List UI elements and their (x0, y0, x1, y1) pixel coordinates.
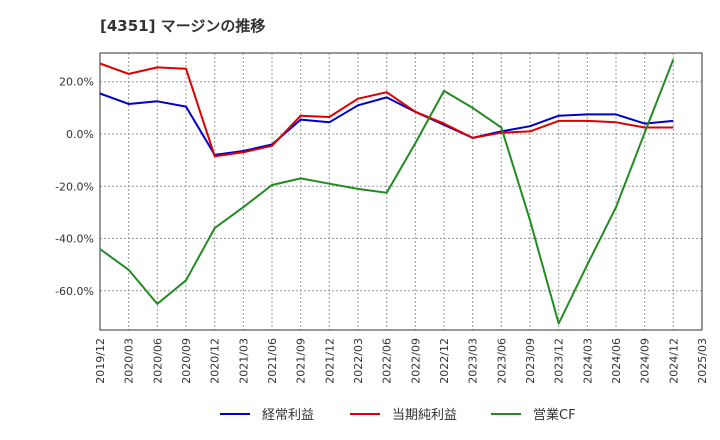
legend-label: 経常利益 (262, 408, 314, 423)
plot-area (99, 52, 703, 331)
x-tick-label: 2025/03 (696, 338, 709, 384)
y-tick-label: -60.0% (55, 285, 94, 298)
x-tick-label: 2024/03 (581, 338, 594, 384)
x-tick-label: 2021/12 (323, 338, 336, 384)
x-tick-label: 2020/12 (209, 338, 222, 384)
x-tick-label: 2023/09 (524, 338, 537, 384)
x-tick-label: 2024/06 (610, 338, 623, 384)
x-tick-label: 2021/09 (295, 338, 308, 384)
x-tick-label: 2023/12 (553, 338, 566, 384)
y-tick-label: -20.0% (55, 180, 94, 193)
x-axis-ticks: 2019/12 2020/03 2020/06 2020/09 2020/12 2021/… (94, 338, 709, 384)
x-tick-label: 2020/03 (123, 338, 136, 384)
series-lines (99, 59, 675, 325)
y-tick-label: 0.0% (66, 128, 94, 141)
x-tick-label: 2023/06 (495, 338, 508, 384)
x-tick-label: 2024/09 (639, 338, 652, 384)
x-tick-label: 2022/12 (438, 338, 451, 384)
x-tick-label: 2022/09 (409, 338, 422, 384)
x-tick-label: 2022/06 (381, 338, 394, 384)
y-tick-label: 20.0% (59, 76, 94, 89)
x-tick-label: 2020/09 (180, 338, 193, 384)
series-line-2 (99, 62, 674, 158)
y-tick-label: -40.0% (55, 233, 94, 246)
legend-label: 当期純利益 (392, 408, 457, 423)
x-tick-label: 2020/06 (151, 338, 164, 384)
x-tick-label: 2021/06 (266, 338, 279, 384)
x-tick-label: 2023/03 (467, 338, 480, 384)
chart-title: [4351] マージンの推移 (100, 17, 265, 35)
legend-label: 営業CF (533, 407, 576, 423)
series-line-1 (99, 92, 674, 156)
y-axis-ticks: 20.0% 0.0% -20.0% -40.0% -60.0% (55, 76, 94, 298)
x-tick-label: 2022/03 (352, 338, 365, 384)
x-tick-label: 2024/12 (667, 338, 680, 384)
x-tick-label: 2021/03 (237, 338, 250, 384)
series-line-3 (99, 59, 675, 325)
legend: 経常利益 当期純利益 営業CF (220, 407, 576, 423)
x-tick-label: 2019/12 (94, 338, 107, 384)
grid (100, 53, 702, 330)
